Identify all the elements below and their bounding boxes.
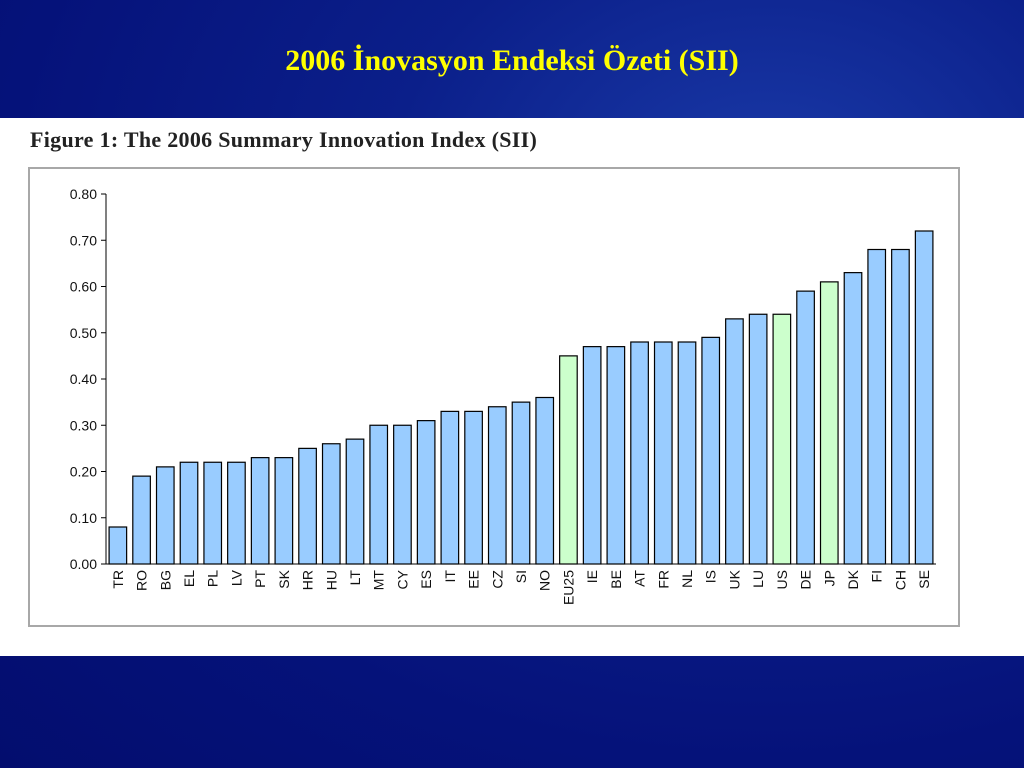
bar-se <box>914 230 934 565</box>
bar-si <box>511 401 531 565</box>
x-tick-label: IT <box>442 570 458 583</box>
x-tick-label: EU25 <box>560 570 576 605</box>
x-tick-label: FR <box>655 570 671 589</box>
x-tick-label: PT <box>252 570 268 588</box>
bar-lt <box>345 438 365 565</box>
x-tick-label: CZ <box>489 570 505 589</box>
x-tick-label: DE <box>798 570 814 589</box>
x-tick-label: RO <box>134 570 150 591</box>
x-tick-label: TR <box>110 570 126 589</box>
bar-ro <box>132 475 151 565</box>
x-tick-label: JP <box>821 570 837 586</box>
bar-jp <box>819 281 839 565</box>
bar-eu25 <box>559 355 578 565</box>
bar-cy <box>393 424 412 565</box>
figure-panel: Figure 1: The 2006 Summary Innovation In… <box>0 118 1024 656</box>
x-tick-label: FI <box>869 570 885 582</box>
figure-caption: Figure 1: The 2006 Summary Innovation In… <box>30 127 538 152</box>
bar-es <box>416 420 436 565</box>
bar-mt <box>369 424 389 565</box>
x-tick-label: LT <box>347 570 363 586</box>
bar-ee <box>464 410 483 565</box>
bar-no <box>535 396 555 565</box>
slide-title: 2006 İnovasyon Endeksi Özeti (SII) <box>285 44 739 77</box>
x-tick-label: CY <box>394 569 410 589</box>
x-tick-label: AT <box>632 570 648 587</box>
bar-fi <box>867 248 887 565</box>
bar-dk <box>843 272 863 565</box>
y-tick-label: 0.10 <box>70 510 97 526</box>
x-tick-label: UK <box>726 569 742 589</box>
y-axis: 0.00 0.10 0.20 0.30 0.40 0.50 0.60 0.70 0.80 <box>70 186 107 572</box>
x-tick-label: EL <box>181 570 197 587</box>
y-tick-label: 0.20 <box>70 464 97 480</box>
bar-fr <box>653 341 673 565</box>
bar-pt <box>250 457 270 565</box>
bar-ch <box>891 248 910 565</box>
x-tick-label: ES <box>418 570 434 589</box>
x-tick-label: CH <box>892 570 908 590</box>
y-tick-label: 0.60 <box>70 279 97 295</box>
bar-hr <box>298 447 317 565</box>
x-tick-label: HR <box>300 570 316 590</box>
chart-frame: 0.00 0.10 0.20 0.30 0.40 0.50 0.60 0.70 0.80 TR R… <box>28 167 960 627</box>
x-tick-label: LU <box>750 570 766 588</box>
x-tick-label: SE <box>916 570 932 589</box>
x-tick-label: SK <box>276 569 292 588</box>
bar-ie <box>582 346 602 565</box>
bar-is <box>701 336 721 565</box>
x-tick-label: PL <box>205 570 221 587</box>
y-tick-label: 0.00 <box>70 556 97 572</box>
bar-de <box>796 290 815 565</box>
bar-lu <box>748 313 768 565</box>
x-tick-label: IE <box>584 570 600 583</box>
bar-sk <box>274 457 294 565</box>
y-tick-label: 0.30 <box>70 417 97 433</box>
x-tick-label: IS <box>703 570 719 583</box>
bar-chart: 0.00 0.10 0.20 0.30 0.40 0.50 0.60 0.70 0.80 TR R… <box>70 186 936 605</box>
x-tick-label: SI <box>513 570 529 583</box>
x-tick-label: NO <box>537 570 553 591</box>
x-tick-label: HU <box>323 570 339 590</box>
x-tick-label: MT <box>371 570 387 591</box>
bar-el <box>179 461 199 565</box>
x-tick-label: EE <box>466 570 482 589</box>
bar-uk <box>725 318 744 565</box>
bar-bg <box>155 466 175 565</box>
bar-at <box>630 341 649 565</box>
bar-nl <box>677 341 697 565</box>
bar-it <box>440 410 460 565</box>
x-tick-label: NL <box>679 570 695 588</box>
bar-series <box>108 230 934 565</box>
x-axis: TR RO BG EL PL LV PT SK HR HU LT MT CY ES IT EE CZ SI NO EU… <box>106 563 936 605</box>
bar-hu <box>321 443 341 565</box>
x-tick-label: BG <box>157 570 173 590</box>
x-tick-label: DK <box>845 569 861 589</box>
bar-cz <box>487 406 507 565</box>
x-tick-label: BE <box>608 570 624 589</box>
y-tick-label: 0.50 <box>70 325 97 341</box>
x-tick-label: LV <box>228 569 244 586</box>
bar-be <box>606 346 626 565</box>
x-tick-label: US <box>774 570 790 589</box>
bar-us <box>772 313 792 565</box>
bar-lv <box>227 461 246 565</box>
y-tick-label: 0.40 <box>70 371 97 387</box>
bar-tr <box>108 526 128 565</box>
bar-pl <box>203 461 223 565</box>
y-tick-label: 0.80 <box>70 186 97 202</box>
y-tick-label: 0.70 <box>70 232 97 248</box>
